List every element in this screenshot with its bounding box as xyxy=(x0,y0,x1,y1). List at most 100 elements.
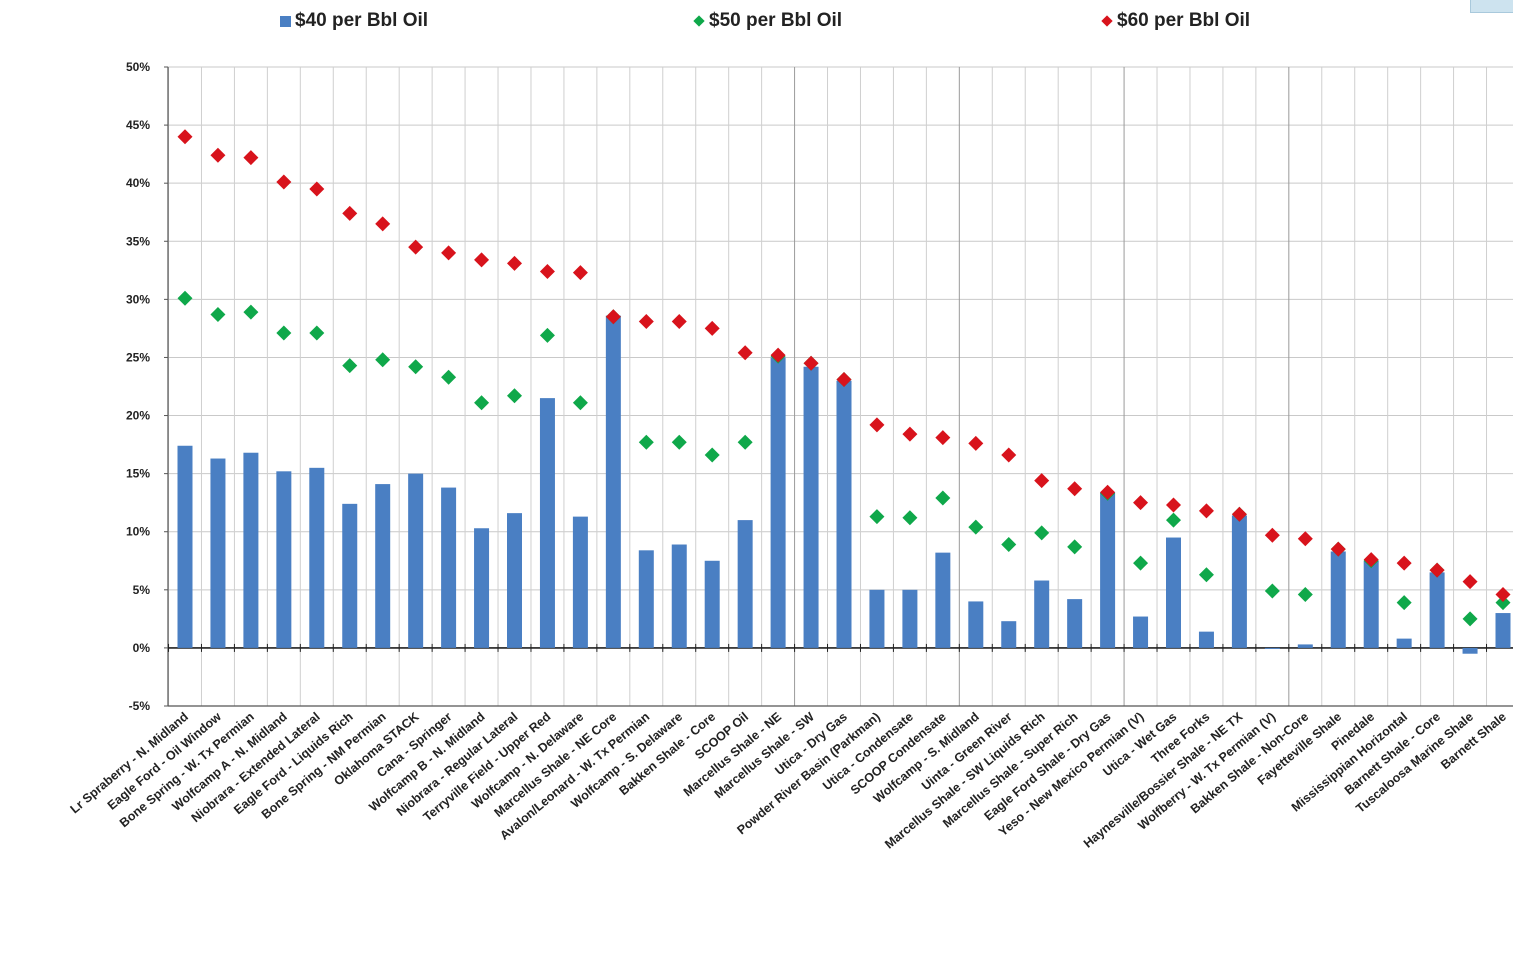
diamond-60-3 xyxy=(243,150,258,165)
bar-40-13 xyxy=(573,517,588,648)
diamond-50-31 xyxy=(1166,513,1181,528)
bar-40-18 xyxy=(738,520,753,648)
diamond-60-26 xyxy=(1001,448,1016,463)
diamond-60-31 xyxy=(1166,498,1181,513)
diamond-50-25 xyxy=(968,520,983,535)
diamond-60-28 xyxy=(1067,481,1082,496)
diamond-60-11 xyxy=(507,256,522,271)
diamond-50-13 xyxy=(573,395,588,410)
diamond-60-12 xyxy=(540,264,555,279)
bar-40-21 xyxy=(837,381,852,648)
bar-40-35 xyxy=(1298,644,1313,647)
y-tick-label: 25% xyxy=(126,350,150,364)
bar-40-11 xyxy=(507,513,522,648)
bar-40-29 xyxy=(1100,492,1115,648)
bar-40-14 xyxy=(606,316,621,648)
diamond-50-1 xyxy=(178,291,193,306)
bar-40-25 xyxy=(968,601,983,647)
diamond-50-9 xyxy=(441,370,456,385)
y-tick-label: 30% xyxy=(126,292,150,306)
bar-40-12 xyxy=(540,398,555,648)
bar-40-31 xyxy=(1166,538,1181,648)
diamond-60-16 xyxy=(672,314,687,329)
diamond-50-22 xyxy=(869,509,884,524)
diamond-50-34 xyxy=(1265,583,1280,598)
y-tick-label: 50% xyxy=(126,60,150,74)
bar-40-26 xyxy=(1001,621,1016,648)
bar-series xyxy=(178,316,1511,654)
y-tick-label: 20% xyxy=(126,409,150,423)
bar-40-2 xyxy=(210,459,225,648)
diamond-60-32 xyxy=(1199,503,1214,518)
diamond-60-38 xyxy=(1397,556,1412,571)
diamond-50-40 xyxy=(1463,611,1478,626)
diamond-60-18 xyxy=(738,345,753,360)
diamond-50-3 xyxy=(243,305,258,320)
diamond-60-2 xyxy=(210,148,225,163)
diamond-60-6 xyxy=(342,206,357,221)
bar-40-34 xyxy=(1265,648,1280,649)
bar-40-27 xyxy=(1034,581,1049,648)
bar-40-4 xyxy=(276,471,291,648)
bar-40-10 xyxy=(474,528,489,648)
y-tick-label: 0% xyxy=(133,641,151,655)
diamond-50-7 xyxy=(375,352,390,367)
bar-40-39 xyxy=(1430,572,1445,648)
diamond-60-24 xyxy=(935,430,950,445)
bar-40-3 xyxy=(243,453,258,648)
bar-40-1 xyxy=(178,446,193,648)
bar-40-38 xyxy=(1397,639,1412,648)
y-tick-label: 35% xyxy=(126,234,150,248)
diamond-50-2 xyxy=(210,307,225,322)
diamond-60-4 xyxy=(276,175,291,190)
y-tick-label: 10% xyxy=(126,525,150,539)
diamond-60-22 xyxy=(869,417,884,432)
y-tick-label: 45% xyxy=(126,118,150,132)
diamond-60-25 xyxy=(968,436,983,451)
diamond-60-40 xyxy=(1463,574,1478,589)
diamond-60-15 xyxy=(639,314,654,329)
diamond-50-4 xyxy=(276,326,291,341)
diamond-60-35 xyxy=(1298,531,1313,546)
bar-40-28 xyxy=(1067,599,1082,648)
bar-40-15 xyxy=(639,550,654,648)
diamond-60-34 xyxy=(1265,528,1280,543)
diamond-50-6 xyxy=(342,358,357,373)
bar-40-7 xyxy=(375,484,390,648)
y-axis-ticks: -5% 0% 5% 10% 15% 20% 25% 30% 35% 40% 45% 50% xyxy=(126,60,168,713)
diamond-50-8 xyxy=(408,359,423,374)
bar-40-32 xyxy=(1199,632,1214,648)
diamond-50-16 xyxy=(672,435,687,450)
bar-40-19 xyxy=(771,357,786,647)
bar-40-37 xyxy=(1364,561,1379,648)
diamond-60-13 xyxy=(573,265,588,280)
y-tick-label: 15% xyxy=(126,467,150,481)
bar-40-16 xyxy=(672,545,687,648)
diamond-50-15 xyxy=(639,435,654,450)
bar-40-41 xyxy=(1496,613,1511,648)
diamond-60-30 xyxy=(1133,495,1148,510)
diamond-50-35 xyxy=(1298,587,1313,602)
diamond-60-8 xyxy=(408,240,423,255)
diamond-50-18 xyxy=(738,435,753,450)
bar-40-24 xyxy=(935,553,950,648)
diamond-50-32 xyxy=(1199,567,1214,582)
bar-40-30 xyxy=(1133,617,1148,648)
diamond-50-11 xyxy=(507,388,522,403)
bar-40-17 xyxy=(705,561,720,648)
diamond-50-23 xyxy=(902,510,917,525)
diamond-60-41 xyxy=(1496,587,1511,602)
y-tick-label: 5% xyxy=(133,583,151,597)
y-tick-label: -5% xyxy=(129,699,151,713)
diamond-60-7 xyxy=(375,216,390,231)
diamond-50-27 xyxy=(1034,525,1049,540)
diamond-50-28 xyxy=(1067,539,1082,554)
diamond-60-5 xyxy=(309,181,324,196)
bar-40-22 xyxy=(869,590,884,648)
bar-40-5 xyxy=(309,468,324,648)
diamond-60-9 xyxy=(441,245,456,260)
bar-40-33 xyxy=(1232,515,1247,647)
bar-40-40 xyxy=(1463,648,1478,654)
